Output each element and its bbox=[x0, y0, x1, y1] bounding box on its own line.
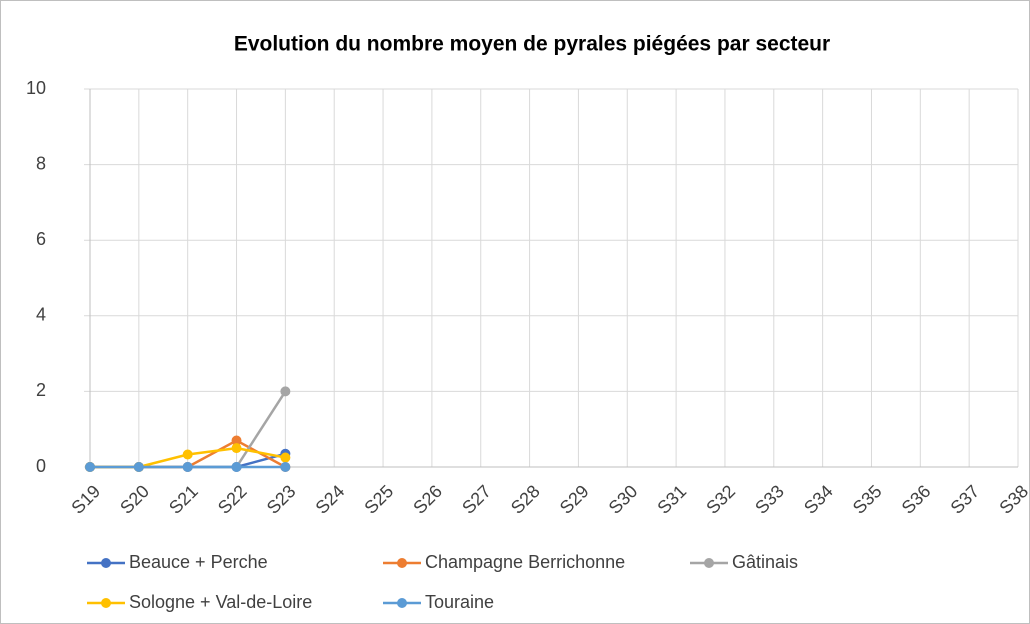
legend-label: Sologne + Val-de-Loire bbox=[129, 592, 312, 612]
legend-label: Champagne Berrichonne bbox=[425, 552, 625, 572]
point bbox=[182, 462, 193, 472]
point bbox=[133, 462, 144, 472]
y-tick-label: 2 bbox=[36, 380, 46, 400]
y-tick-label: 8 bbox=[36, 153, 46, 173]
point bbox=[231, 443, 242, 454]
y-tick-label: 10 bbox=[26, 78, 46, 98]
legend-marker bbox=[704, 558, 714, 568]
point bbox=[280, 452, 291, 463]
chart-title: Evolution du nombre moyen de pyrales pié… bbox=[234, 33, 830, 56]
y-tick-label: 6 bbox=[36, 229, 46, 249]
point bbox=[280, 462, 291, 472]
point bbox=[231, 435, 242, 446]
legend-marker bbox=[397, 598, 407, 608]
point bbox=[85, 462, 95, 472]
y-tick-label: 0 bbox=[36, 456, 46, 476]
y-tick-label: 4 bbox=[36, 305, 46, 325]
legend-label: Touraine bbox=[425, 592, 494, 612]
legend-marker bbox=[101, 558, 111, 568]
point bbox=[231, 462, 242, 472]
legend-marker bbox=[397, 558, 407, 568]
point bbox=[182, 449, 193, 460]
point bbox=[280, 386, 291, 397]
legend-label: Beauce + Perche bbox=[129, 552, 268, 572]
legend-marker bbox=[101, 598, 111, 608]
legend-label: Gâtinais bbox=[732, 552, 798, 572]
